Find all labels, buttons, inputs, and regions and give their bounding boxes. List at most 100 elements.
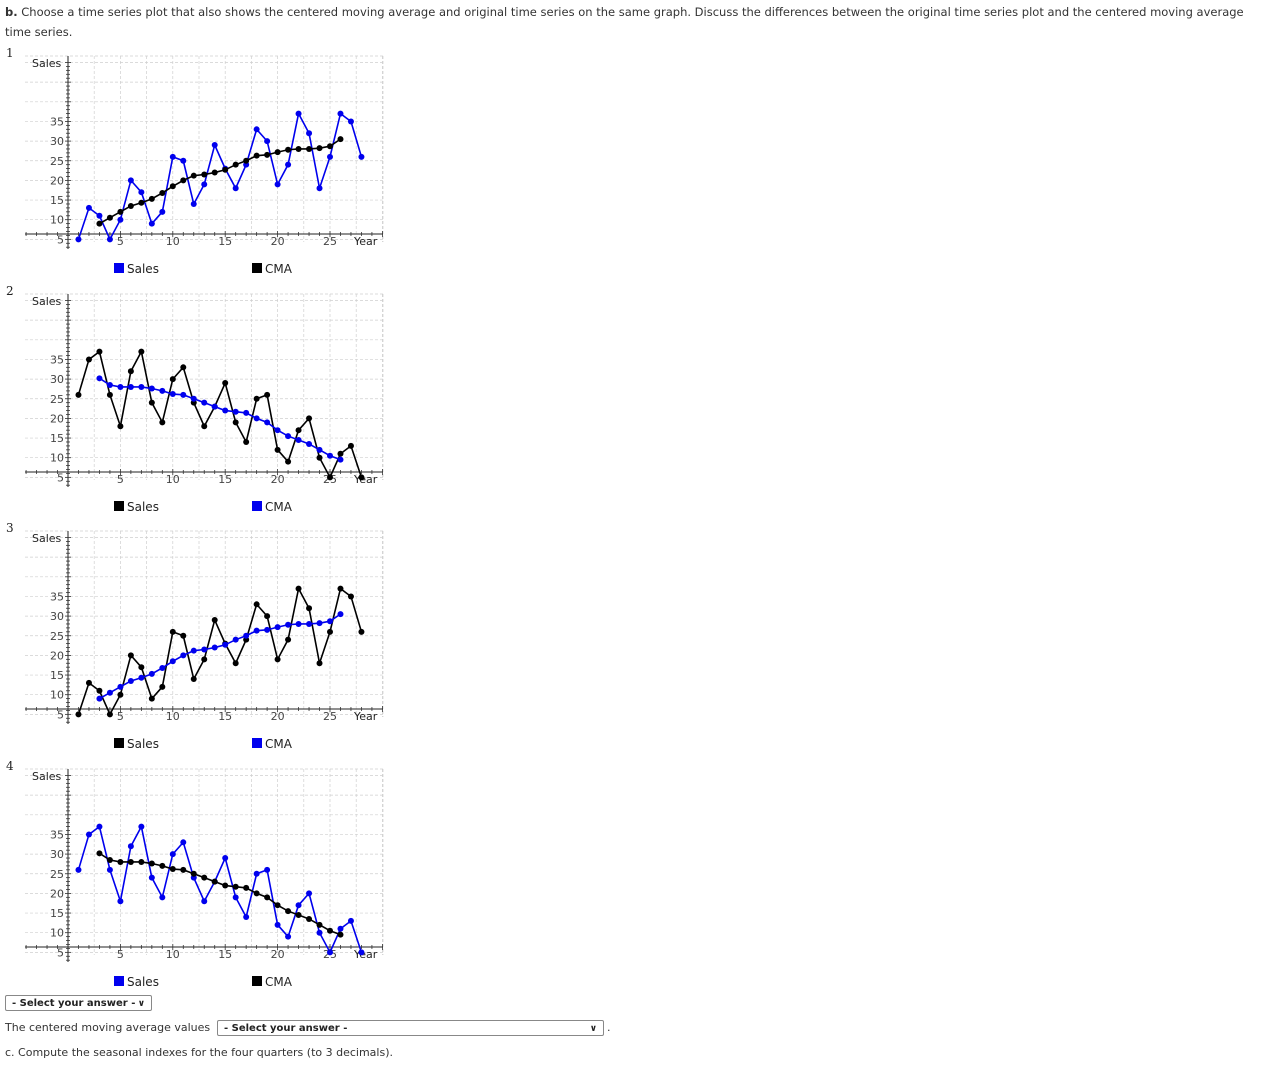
data-point [243,913,250,920]
data-point [222,882,229,889]
x-tick-label: 10 [166,473,180,486]
data-point [96,375,103,382]
y-tick-label: 25 [50,868,64,881]
data-point [232,408,239,415]
data-point [316,446,323,453]
data-point [85,831,92,838]
data-point [211,878,218,885]
data-point [148,670,155,677]
data-point [138,199,145,206]
data-point [274,921,281,928]
data-point [222,407,229,414]
data-point [117,423,124,430]
x-axis-label: Year [353,473,378,486]
answer-select-value: - Select your answer - [12,998,136,1009]
data-point [96,850,103,857]
data-point [106,391,113,398]
data-point [327,628,333,635]
data-point [75,236,82,243]
data-point [201,181,208,188]
data-point [306,890,313,897]
data-point [211,142,218,149]
data-point [211,644,218,651]
x-tick-label: 5 [117,948,124,961]
data-point [316,185,323,192]
question-c-text: Compute the seasonal indexes for the fou… [14,1046,393,1059]
data-point [85,356,92,363]
data-point [274,427,281,434]
data-point [285,908,292,915]
data-point [148,860,155,867]
data-point [358,474,365,481]
data-point [347,118,354,125]
data-point [243,632,250,639]
data-point [127,177,134,184]
data-point [306,605,313,612]
gridlines [25,55,384,242]
chevron-down-icon: ∨ [137,999,145,1009]
series-line [99,138,341,225]
y-tick-label: 35 [50,590,64,603]
data-point [253,601,260,608]
answer-select[interactable]: - Select your answer - ∨ [5,995,152,1011]
data-point [211,403,218,410]
data-point [138,823,145,830]
data-point [243,157,250,164]
series-cma [96,611,344,702]
y-tick-label: 15 [50,432,64,445]
y-tick-label: 35 [50,115,64,128]
data-point [295,427,302,434]
data-point [347,442,354,449]
data-point [211,169,218,176]
data-point [138,348,145,355]
data-point [190,675,197,682]
legend-label: Sales [127,500,159,514]
data-point [347,593,354,600]
data-point [127,677,134,684]
data-point [169,376,176,383]
cma-select-value: - Select your answer - [224,1023,348,1034]
chevron-down-icon: ∨ [589,1024,597,1034]
data-point [96,687,103,694]
data-point [253,152,260,159]
data-point [211,617,218,624]
data-point [85,204,92,211]
data-point [316,921,323,928]
data-point [190,870,197,877]
data-point [274,149,281,156]
data-point [148,399,155,406]
data-point [327,949,333,956]
x-tick-label: 15 [218,948,232,961]
data-point [127,858,134,865]
series-line [99,852,341,936]
data-point [274,624,281,631]
x-tick-label: 15 [218,710,232,723]
data-point [327,927,333,934]
x-axis-label: Year [353,710,378,723]
data-point [148,874,155,881]
data-point [117,383,124,390]
option-number-1: 1 [6,46,14,60]
series-cma [96,850,344,938]
data-point [285,146,292,153]
data-point [264,138,271,145]
x-tick-label: 5 [117,473,124,486]
data-point [253,870,260,877]
legend-swatch [114,738,124,748]
data-point [316,929,323,936]
cma-select[interactable]: - Select your answer - ∨ [217,1020,604,1036]
data-point [169,851,176,858]
data-point [85,679,92,686]
data-point [295,585,302,592]
data-point [316,660,323,667]
data-point [138,383,145,390]
x-tick-label: 25 [323,235,337,248]
data-point [337,931,344,938]
legend: Sales CMA [114,975,293,989]
question-c: c. Compute the seasonal indexes for the … [5,1046,393,1059]
data-point [253,395,260,402]
series-line [77,586,363,717]
data-point [285,621,292,628]
data-point [337,110,344,117]
